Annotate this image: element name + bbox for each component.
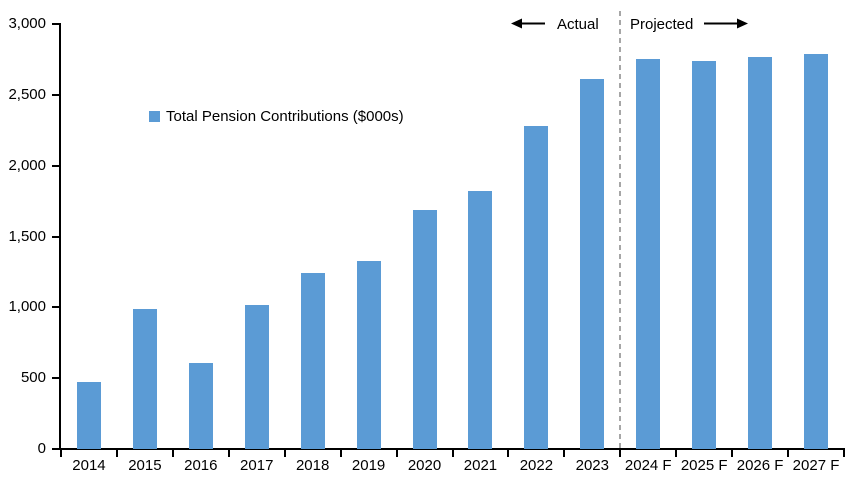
x-axis-tick <box>675 450 678 457</box>
x-axis-tick-label: 2022 <box>519 457 554 474</box>
bar-2020 <box>412 209 437 449</box>
y-axis-tick-label: 1,500 <box>8 227 46 245</box>
x-axis-tick <box>227 450 230 457</box>
bar-2018 <box>300 273 325 449</box>
x-axis-tick <box>60 450 62 457</box>
bar-2026-f <box>748 56 773 449</box>
x-axis-line <box>59 448 845 450</box>
x-axis-tick <box>115 450 118 457</box>
bar-2016 <box>188 362 213 449</box>
actual-projected-divider <box>619 11 622 449</box>
x-axis-tick-label: 2018 <box>295 457 330 474</box>
x-axis-tick-label: 2019 <box>351 457 386 474</box>
x-axis-tick <box>507 450 510 457</box>
x-axis-tick-label: 2020 <box>407 457 442 474</box>
legend-label: Total Pension Contributions ($000s) <box>166 108 404 125</box>
x-axis-tick-label: 2023 <box>575 457 609 474</box>
x-axis-tick <box>787 450 790 457</box>
bar-2024-f <box>636 59 661 449</box>
x-axis-tick-label: 2024 F <box>624 457 672 474</box>
x-axis-tick-label: 2016 <box>184 457 218 474</box>
left-arrow-icon <box>511 18 545 29</box>
bar-2022 <box>524 126 549 449</box>
bar-2015 <box>132 308 157 449</box>
legend: Total Pension Contributions ($000s) <box>149 108 404 125</box>
x-axis-tick-label: 2021 <box>463 457 498 474</box>
x-axis-tick <box>339 450 342 457</box>
y-axis-tick <box>52 93 59 96</box>
x-axis-tick-label: 2017 <box>240 457 274 474</box>
actual-annotation: Actual <box>557 16 599 33</box>
x-axis-tick-label: 2027 F <box>792 457 840 474</box>
y-axis-tick <box>52 235 59 238</box>
right-arrow-icon <box>704 18 748 29</box>
y-axis-tick-label: 2,000 <box>8 156 46 174</box>
y-axis-tick <box>52 306 59 309</box>
x-axis-tick <box>171 450 174 457</box>
y-axis-line <box>59 23 61 450</box>
y-axis-tick <box>52 377 59 380</box>
bar-2019 <box>356 260 381 449</box>
projected-annotation: Projected <box>630 16 694 33</box>
x-axis-tick <box>451 450 454 457</box>
x-axis-tick <box>283 450 286 457</box>
bar-2017 <box>244 304 269 449</box>
y-axis-tick-label: 0 <box>37 440 46 457</box>
x-axis-tick-label: 2015 <box>128 457 162 474</box>
x-axis-tick-label: 2025 F <box>680 457 728 474</box>
x-axis-tick-label: 2014 <box>72 457 106 474</box>
y-axis-tick-label: 3,000 <box>8 15 46 32</box>
bar-2021 <box>468 191 493 449</box>
x-axis-tick <box>619 450 622 457</box>
bar-2025-f <box>692 60 717 449</box>
x-axis-tick <box>395 450 398 457</box>
legend-swatch-icon <box>149 111 160 122</box>
y-axis-tick-label: 1,000 <box>8 298 46 316</box>
x-axis-tick-label: 2026 F <box>736 457 784 474</box>
y-axis-tick <box>52 164 59 167</box>
x-axis-tick <box>563 450 566 457</box>
y-axis-tick <box>52 448 59 450</box>
y-axis-tick <box>52 23 59 25</box>
x-axis-tick <box>843 450 845 457</box>
bar-2023 <box>580 79 605 449</box>
bar-2014 <box>76 382 101 449</box>
x-axis-tick <box>731 450 734 457</box>
y-axis-tick-label: 500 <box>20 369 46 387</box>
bar-2027-f <box>804 53 829 449</box>
y-axis-tick-label: 2,500 <box>8 85 46 103</box>
